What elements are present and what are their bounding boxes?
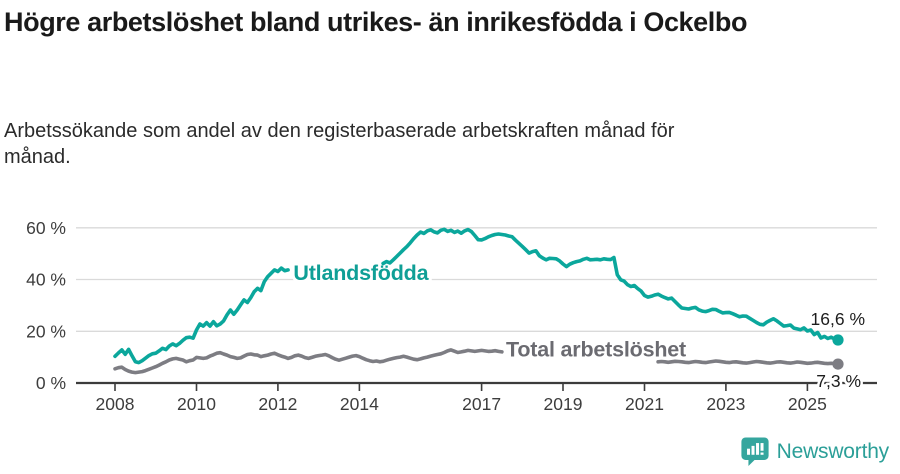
- series-end-label: 7,3 %: [816, 371, 861, 391]
- series-inline-label: Utlandsfödda: [293, 261, 429, 285]
- axis-layer: 0 % 20 % 40 % 60 % 2008 2010 2012 2014 2017 2019 2…: [26, 218, 877, 414]
- x-tick-label: 2017: [462, 394, 501, 414]
- grid-layer: [76, 227, 877, 332]
- x-tick-label: 2008: [96, 394, 135, 414]
- x-tick-label: 2019: [544, 394, 583, 414]
- logo-bubble: [741, 437, 769, 467]
- series-end-dot: [832, 334, 844, 346]
- x-tick-label: 2010: [177, 394, 216, 414]
- series-line-total: [113, 348, 840, 375]
- x-tick-label: 2025: [788, 394, 827, 414]
- chart-subtitle: Arbetssökande som andel av den registerb…: [4, 120, 675, 168]
- y-tick-label: 0 %: [36, 373, 66, 393]
- logo-bars: [746, 443, 764, 455]
- annotation-layer: 16,6 % 7,3 %: [808, 307, 867, 394]
- y-tick-label: 60 %: [26, 218, 66, 238]
- newsworthy-logo-text: Newsworthy: [776, 439, 890, 463]
- series-line-utlandsfodda: [113, 227, 840, 365]
- series-inline-label: Total arbetslöshet: [506, 337, 686, 361]
- newsworthy-logo[interactable]: Newsworthy: [740, 436, 889, 467]
- x-tick-label: 2014: [340, 394, 379, 414]
- series-layer: [113, 227, 844, 375]
- series-end-label: 16,6 %: [811, 309, 865, 329]
- x-tick-label: 2023: [706, 394, 745, 414]
- newsworthy-logo-icon: [741, 437, 769, 467]
- x-tick-label: 2012: [258, 394, 297, 414]
- y-tick-label: 20 %: [26, 321, 66, 341]
- chart-title: Högre arbetslöshet bland utrikes- än inr…: [4, 7, 748, 37]
- x-tick-label: 2021: [625, 394, 664, 414]
- inline-label-layer: Utlandsfödda Total arbetslöshet: [290, 258, 689, 365]
- y-tick-label: 40 %: [26, 270, 66, 290]
- series-end-dot: [832, 358, 844, 370]
